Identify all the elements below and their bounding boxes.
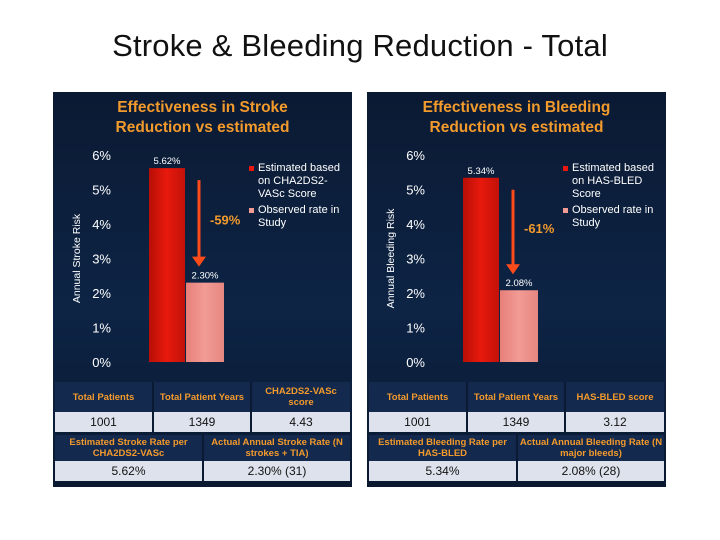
y-tick-label: 6% <box>92 148 111 163</box>
y-tick-label: 4% <box>92 217 111 232</box>
table-header-cell: HAS-BLED score <box>566 382 664 412</box>
y-tick-label: 3% <box>406 252 425 267</box>
stroke-title-line-1: Effectiveness in Stroke <box>117 99 288 116</box>
y-tick-label: 0% <box>406 355 425 370</box>
estimated-bar <box>463 177 499 362</box>
y-tick-label: 2% <box>406 286 425 301</box>
reduction-label: -59% <box>210 212 241 227</box>
y-tick-label: 5% <box>92 183 111 198</box>
table-header-cell: Actual Annual Bleeding Rate (N major ble… <box>516 435 664 461</box>
stroke-panel: Effectiveness in Stroke Reduction vs est… <box>53 92 352 487</box>
slide-title: Stroke & Bleeding Reduction - Total <box>112 28 608 63</box>
observed-bar <box>500 290 538 362</box>
table-cell: 1349 <box>152 412 252 432</box>
table-header-cell: Actual Annual Stroke Rate (N strokes + T… <box>202 435 350 461</box>
legend-label-estimated: Estimated based on CHA2DS2-VASc Score <box>258 162 340 200</box>
data-label: 5.62% <box>154 156 181 167</box>
bleeding-chart: Annual Bleeding Risk 0% 1% 2% 3% 4% 5% 6% 5.34% 2… <box>385 148 555 370</box>
legend-swatch-observed <box>249 208 254 213</box>
reduction-arrow-head <box>506 264 520 275</box>
stroke-chart-title: Effectiveness in Stroke Reduction vs est… <box>53 98 352 138</box>
table-cell: 2.30% (31) <box>202 461 350 481</box>
table-cell: 5.34% <box>369 461 516 481</box>
y-tick-label: 4% <box>406 217 425 232</box>
y-axis-label: Annual Stroke Risk <box>71 213 83 303</box>
observed-bar <box>186 282 224 362</box>
table-header-cell: Estimated Bleeding Rate per HAS-BLED <box>369 435 516 461</box>
stroke-chart: Annual Stroke Risk 0% 1% 2% 3% 4% 5% 6% 5.62% 2.3… <box>71 148 241 370</box>
stroke-title-line-2: Reduction vs estimated <box>115 119 290 136</box>
table-header-cell: Total Patient Years <box>466 382 566 412</box>
bleeding-summary-table: Total Patients Total Patient Years HAS-B… <box>369 382 664 481</box>
y-tick-label: 6% <box>406 148 425 163</box>
legend-item-observed: Observed rate in Study <box>563 204 663 230</box>
y-tick-label: 5% <box>406 183 425 198</box>
y-tick-label: 3% <box>92 252 111 267</box>
legend-item-estimated: Estimated based on CHA2DS2-VASc Score <box>249 162 349 201</box>
bleeding-title-line-2: Reduction vs estimated <box>429 119 604 136</box>
table-row: 5.62% 2.30% (31) <box>55 461 350 481</box>
legend-item-observed: Observed rate in Study <box>249 204 349 230</box>
legend-swatch-observed <box>563 208 568 213</box>
y-tick-label: 1% <box>92 321 111 336</box>
table-header-row: Estimated Stroke Rate per CHA2DS2-VASc A… <box>55 435 350 461</box>
table-header-row: Total Patients Total Patient Years HAS-B… <box>369 382 664 412</box>
bleeding-legend: Estimated based on HAS-BLED Score Observ… <box>563 162 663 233</box>
bleeding-chart-title: Effectiveness in Bleeding Reduction vs e… <box>367 98 666 138</box>
legend-label-observed: Observed rate in Study <box>572 204 654 229</box>
y-tick-label: 1% <box>406 321 425 336</box>
table-header-row: Total Patients Total Patient Years CHA2D… <box>55 382 350 412</box>
data-label: 2.30% <box>192 271 219 282</box>
reduction-label: -61% <box>524 221 555 236</box>
table-cell: 2.08% (28) <box>516 461 664 481</box>
legend-item-estimated: Estimated based on HAS-BLED Score <box>563 162 663 201</box>
bleeding-panel: Effectiveness in Bleeding Reduction vs e… <box>367 92 666 487</box>
y-axis-label: Annual Bleeding Risk <box>385 208 397 309</box>
data-label: 2.08% <box>506 278 533 289</box>
estimated-bar <box>149 168 185 362</box>
table-row: 5.34% 2.08% (28) <box>369 461 664 481</box>
table-header-cell: Total Patients <box>55 382 152 412</box>
legend-label-observed: Observed rate in Study <box>258 204 340 229</box>
table-header-cell: CHA2DS2-VASc score <box>252 382 350 412</box>
table-header-cell: Total Patient Years <box>152 382 252 412</box>
table-header-row: Estimated Bleeding Rate per HAS-BLED Act… <box>369 435 664 461</box>
table-cell: 1001 <box>55 412 152 432</box>
reduction-arrow-head <box>192 256 206 267</box>
table-cell: 1001 <box>369 412 466 432</box>
table-row: 1001 1349 4.43 <box>55 412 350 432</box>
table-row: 1001 1349 3.12 <box>369 412 664 432</box>
table-header-cell: Total Patients <box>369 382 466 412</box>
data-label: 5.34% <box>468 166 495 177</box>
legend-swatch-estimated <box>563 166 568 171</box>
table-header-cell: Estimated Stroke Rate per CHA2DS2-VASc <box>55 435 202 461</box>
table-cell: 1349 <box>466 412 566 432</box>
stroke-summary-table: Total Patients Total Patient Years CHA2D… <box>55 382 350 481</box>
y-tick-label: 2% <box>92 286 111 301</box>
table-cell: 4.43 <box>252 412 350 432</box>
legend-swatch-estimated <box>249 166 254 171</box>
bleeding-title-line-1: Effectiveness in Bleeding <box>422 99 611 116</box>
table-cell: 3.12 <box>566 412 664 432</box>
table-cell: 5.62% <box>55 461 202 481</box>
legend-label-estimated: Estimated based on HAS-BLED Score <box>572 162 654 200</box>
stroke-legend: Estimated based on CHA2DS2-VASc Score Ob… <box>249 162 349 233</box>
y-tick-label: 0% <box>92 355 111 370</box>
